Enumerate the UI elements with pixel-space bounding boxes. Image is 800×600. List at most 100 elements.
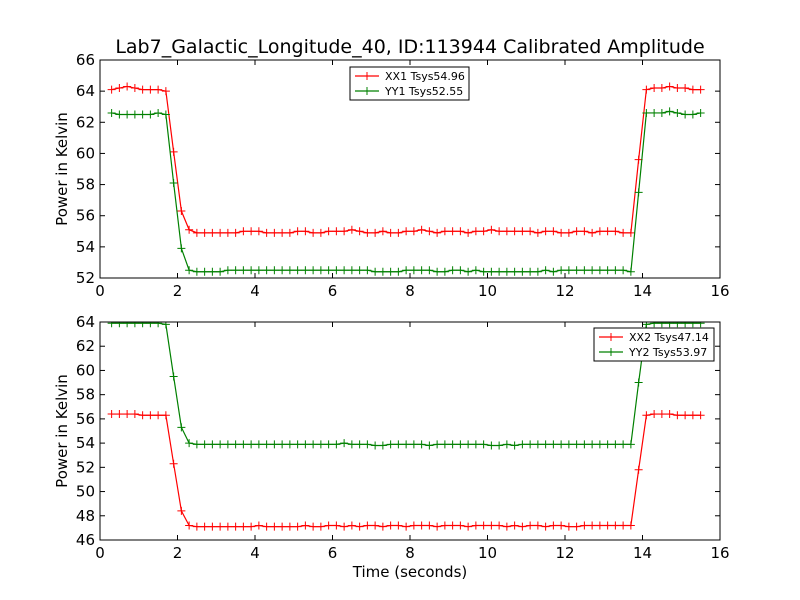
series-2-point (223, 266, 232, 275)
series-2-point (371, 441, 380, 450)
series-2-point (394, 267, 403, 276)
series-1-point (200, 228, 209, 237)
series-1-point (262, 522, 271, 531)
series-2-point (673, 322, 682, 328)
series-1-point (417, 521, 426, 530)
series-2-point (138, 322, 147, 328)
series-1-point (588, 228, 597, 237)
series-2-point (285, 266, 294, 275)
series-2-point (673, 108, 682, 117)
y-tick-label: 64 (76, 82, 95, 100)
series-2-point (425, 266, 434, 275)
legend-swatch-marker (363, 87, 371, 95)
series-1-point (642, 85, 651, 94)
series-2-point (464, 440, 473, 449)
series-2-point (378, 441, 387, 450)
y-tick-label: 58 (76, 386, 95, 404)
series-1-point (363, 228, 372, 237)
series-1-point (603, 521, 612, 530)
series-2-point (347, 266, 356, 275)
x-tick-label: 6 (328, 282, 338, 300)
series-1-point (541, 227, 550, 236)
y-tick-label: 54 (76, 238, 95, 256)
series-1-point (161, 87, 170, 96)
series-2-point (216, 440, 225, 449)
series-2-point (285, 440, 294, 449)
series-2-point (231, 440, 240, 449)
series-2-point (541, 266, 550, 275)
series-1-point (378, 227, 387, 236)
plot-data (107, 82, 705, 276)
series-2-point (409, 440, 418, 449)
series-2-point (340, 439, 349, 448)
series-1-point (146, 411, 155, 420)
legend: XX1 Tsys54.96 YY1 Tsys52.55 (349, 66, 470, 101)
series-2-point (146, 322, 155, 328)
series-2-point (239, 266, 248, 275)
series-1-point (247, 522, 256, 531)
series-1-point (316, 228, 325, 237)
series-1-point (471, 521, 480, 530)
series-2-point (185, 439, 194, 448)
series-2-point (192, 267, 201, 276)
series-1-point (154, 411, 163, 420)
series-1-point (332, 227, 341, 236)
series-1-point (371, 521, 380, 530)
series-1-point (316, 522, 325, 531)
series-2-point (564, 440, 573, 449)
series-2-point (386, 440, 395, 449)
x-tick-label: 4 (250, 544, 260, 562)
legend-entry-label: XX1 Tsys54.96 (385, 70, 465, 83)
series-1-point (526, 521, 535, 530)
y-tick-label: 48 (76, 507, 95, 525)
series-2-point (626, 267, 635, 276)
legend-entry-label: YY1 Tsys52.55 (384, 85, 463, 98)
series-1-point (448, 521, 457, 530)
series-2-point (634, 188, 643, 197)
series-1-point (177, 506, 186, 515)
series-2-point (278, 266, 287, 275)
series-2-point (363, 266, 372, 275)
series-1-point (154, 85, 163, 94)
series-2-point (510, 441, 519, 450)
series-1-point (378, 522, 387, 531)
series-2-point (270, 266, 279, 275)
series-1-point (138, 411, 147, 420)
series-2-point (433, 440, 442, 449)
series-1-point (433, 522, 442, 531)
series-2-point (324, 266, 333, 275)
legend-swatch-marker (607, 333, 615, 341)
x-tick-label: 4 (250, 282, 260, 300)
series-1-point (619, 228, 628, 237)
series-1-point (115, 410, 124, 419)
series-2-point (386, 267, 395, 276)
legend-entry-label: XX2 Tsys47.14 (629, 331, 709, 344)
series-2-point (316, 440, 325, 449)
series-2-point (626, 440, 635, 449)
series-1-point (309, 522, 318, 531)
y-tick-label: 50 (76, 483, 95, 501)
series-2-point (580, 266, 589, 275)
x-tick-label: 16 (710, 282, 729, 300)
series-2-point (231, 266, 240, 275)
series-2-point (301, 266, 310, 275)
series-2-point (123, 322, 132, 328)
series-1-point (642, 411, 651, 420)
series-2-point (603, 266, 612, 275)
x-tick-label: 10 (478, 282, 497, 300)
series-2-point (332, 440, 341, 449)
series-1-point (425, 227, 434, 236)
series-1-point (425, 521, 434, 530)
series-1-point (324, 227, 333, 236)
x-tick-label: 12 (555, 544, 574, 562)
series-1-point (502, 227, 511, 236)
series-2-point (293, 440, 302, 449)
series-2-point (363, 440, 372, 449)
series-1-point (611, 521, 620, 530)
y-tick-label: 66 (76, 51, 95, 69)
series-2-point (440, 440, 449, 449)
series-2-point (665, 322, 674, 328)
